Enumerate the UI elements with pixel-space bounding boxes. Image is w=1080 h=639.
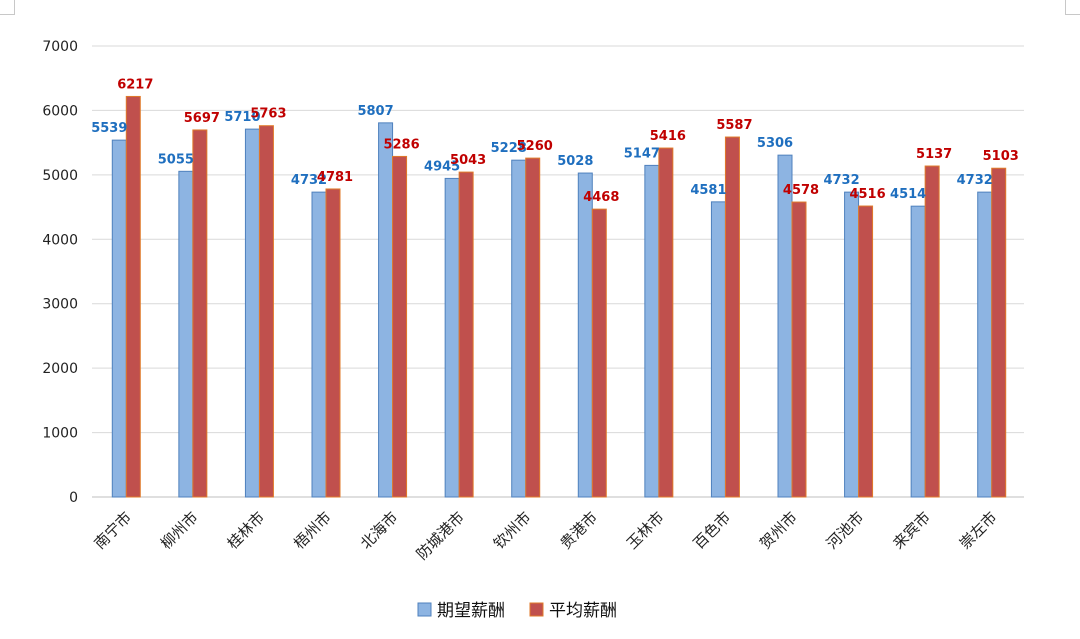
bar-average-salary <box>791 201 807 498</box>
data-label-expected-salary: 4732 <box>823 173 859 188</box>
y-tick-label: 4000 <box>42 232 78 248</box>
x-category-label: 来宾市 <box>889 508 934 553</box>
bar-expected-salary <box>910 205 926 498</box>
bar-average-salary <box>858 205 874 498</box>
bar-expected-salary <box>577 172 593 498</box>
data-label-average-salary: 5043 <box>450 153 486 168</box>
data-label-expected-salary: 5710 <box>224 110 260 125</box>
bar-average-salary <box>658 147 674 498</box>
x-category-label: 玉林市 <box>623 508 668 553</box>
bar-expected-salary <box>977 191 993 498</box>
y-tick-label: 5000 <box>42 168 78 184</box>
x-category-label: 北海市 <box>357 508 402 553</box>
data-label-expected-salary: 5539 <box>91 121 127 136</box>
data-label-expected-salary: 4732 <box>291 173 327 188</box>
legend-label-average-salary: 平均薪酬 <box>549 601 617 621</box>
data-label-average-salary: 5286 <box>383 137 419 152</box>
x-category-label: 桂林市 <box>224 508 269 553</box>
bar-expected-salary <box>444 177 460 498</box>
bar-expected-salary <box>111 139 127 498</box>
bar-expected-salary <box>844 191 860 498</box>
x-category-label: 防城港市 <box>413 508 468 563</box>
bar-average-salary <box>991 167 1007 498</box>
legend: 期望薪酬 平均薪酬 <box>417 601 617 621</box>
bar-expected-salary <box>178 170 194 498</box>
data-label-expected-salary: 5147 <box>624 146 660 161</box>
data-label-average-salary: 4578 <box>783 183 819 198</box>
bar-expected-salary <box>244 128 260 498</box>
x-category-label: 崇左市 <box>956 508 1001 553</box>
data-label-average-salary: 6217 <box>117 77 153 92</box>
data-label-average-salary: 5103 <box>983 149 1019 164</box>
bar-average-salary <box>125 95 141 498</box>
data-label-average-salary: 5416 <box>650 129 686 144</box>
data-label-average-salary: 4468 <box>583 190 619 205</box>
y-tick-label: 6000 <box>42 103 78 119</box>
data-label-average-salary: 5137 <box>916 147 952 162</box>
legend-swatch-average-salary <box>529 602 544 617</box>
bar-average-salary <box>724 136 740 498</box>
y-axis-ticks: 0 1000 2000 3000 4000 5000 6000 7000 <box>42 39 78 506</box>
data-label-expected-salary: 4581 <box>690 183 726 198</box>
data-label-expected-salary: 4514 <box>890 187 926 202</box>
data-label-average-salary: 5587 <box>716 118 752 133</box>
data-label-expected-salary: 4945 <box>424 159 460 174</box>
y-tick-label: 7000 <box>42 39 78 55</box>
x-category-label: 贺州市 <box>756 508 801 553</box>
data-label-expected-salary: 5055 <box>158 152 194 167</box>
bar-expected-salary <box>378 122 394 498</box>
bar-average-salary <box>924 165 940 498</box>
bar-expected-salary <box>777 154 793 498</box>
bar-average-salary <box>458 171 474 498</box>
bar-average-salary <box>325 188 341 498</box>
bar-average-salary <box>258 125 274 498</box>
bar-expected-salary <box>644 164 660 498</box>
bar-average-salary <box>392 155 408 498</box>
data-label-expected-salary: 5807 <box>357 104 393 119</box>
bar-average-salary <box>192 129 208 498</box>
x-category-label: 南宁市 <box>91 508 136 553</box>
data-label-expected-salary: 5028 <box>557 154 593 169</box>
data-label-average-salary: 5763 <box>250 107 286 122</box>
x-category-label: 梧州市 <box>290 508 335 553</box>
bar-expected-salary <box>511 159 527 498</box>
bar-average-salary <box>591 208 607 498</box>
data-label-average-salary: 5697 <box>184 111 220 126</box>
x-axis-categories: 南宁市 柳州市 桂林市 梧州市 北海市 防城港市 钦州市 贵港市 玉林市 百色市 贺州市 河池市 来宾市… <box>91 508 1001 563</box>
data-label-expected-salary: 5306 <box>757 136 793 151</box>
corner-mark-top-left <box>0 0 15 15</box>
x-category-label: 河池市 <box>823 508 868 553</box>
y-tick-label: 2000 <box>42 361 78 377</box>
x-category-label: 柳州市 <box>157 508 202 553</box>
y-tick-label: 1000 <box>42 426 78 442</box>
bar-expected-salary <box>311 191 327 498</box>
y-tick-label: 3000 <box>42 297 78 313</box>
x-category-label: 贵港市 <box>557 508 602 553</box>
legend-swatch-expected-salary <box>417 602 432 617</box>
bar-expected-salary <box>710 201 726 498</box>
x-category-label: 钦州市 <box>490 508 535 553</box>
y-tick-label: 0 <box>69 490 78 506</box>
corner-mark-top-right <box>1065 0 1080 15</box>
bars <box>111 95 1007 498</box>
bar-average-salary <box>525 157 541 498</box>
x-category-label: 百色市 <box>690 508 735 553</box>
legend-label-expected-salary: 期望薪酬 <box>437 601 505 621</box>
data-label-expected-salary: 5228 <box>491 141 527 156</box>
data-label-average-salary: 5260 <box>517 139 553 154</box>
data-label-average-salary: 4516 <box>849 187 885 202</box>
data-label-average-salary: 4781 <box>317 170 353 185</box>
data-label-expected-salary: 4732 <box>957 173 993 188</box>
